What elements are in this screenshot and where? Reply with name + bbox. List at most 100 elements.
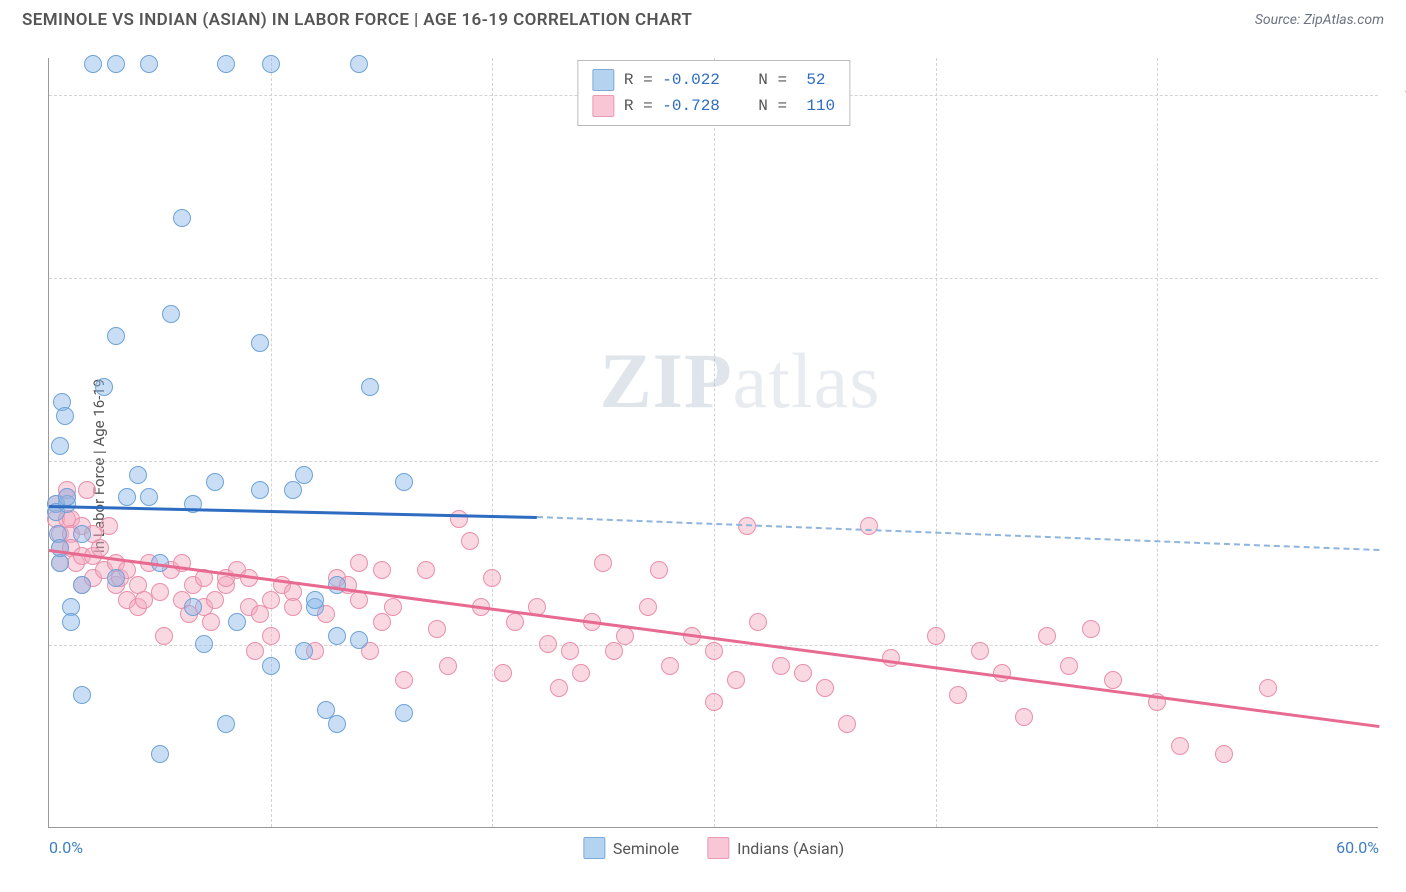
- gridline-v: [492, 58, 493, 827]
- data-point-indians: [949, 686, 967, 704]
- data-point-indians: [450, 510, 468, 528]
- data-point-indians: [373, 561, 391, 579]
- data-point-seminole: [284, 481, 302, 499]
- data-point-indians: [594, 554, 612, 572]
- data-point-indians: [78, 481, 96, 499]
- data-point-seminole: [151, 745, 169, 763]
- data-point-indians: [100, 517, 118, 535]
- y-tick-label: 75.0%: [1386, 269, 1406, 288]
- data-point-seminole: [107, 55, 125, 73]
- data-point-seminole: [328, 715, 346, 733]
- data-point-indians: [202, 613, 220, 631]
- x-tick-label: 60.0%: [1336, 838, 1379, 857]
- data-point-indians: [971, 642, 989, 660]
- legend-row-seminole: R = -0.022 N = 52: [592, 67, 835, 93]
- data-point-indians: [1038, 627, 1056, 645]
- data-point-indians: [705, 642, 723, 660]
- data-point-indians: [506, 613, 524, 631]
- chart-container: In Labor Force | Age 16-19 ZIPatlas R = …: [0, 40, 1406, 892]
- data-point-seminole: [51, 437, 69, 455]
- data-point-indians: [373, 613, 391, 631]
- gridline-v: [271, 58, 272, 827]
- data-point-seminole: [395, 473, 413, 491]
- data-point-indians: [816, 679, 834, 697]
- legend-swatch-seminole: [592, 69, 614, 91]
- data-point-seminole: [361, 378, 379, 396]
- data-point-indians: [993, 664, 1011, 682]
- data-point-seminole: [140, 488, 158, 506]
- data-point-indians: [395, 671, 413, 689]
- data-point-indians: [650, 561, 668, 579]
- data-point-indians: [483, 569, 501, 587]
- y-tick-label: 100.0%: [1386, 85, 1406, 104]
- data-point-indians: [251, 605, 269, 623]
- data-point-indians: [494, 664, 512, 682]
- source-attribution: Source: ZipAtlas.com: [1255, 12, 1384, 28]
- data-point-indians: [539, 635, 557, 653]
- data-point-indians: [1215, 745, 1233, 763]
- data-point-indians: [860, 517, 878, 535]
- data-point-indians: [1259, 679, 1277, 697]
- data-point-indians: [1015, 708, 1033, 726]
- data-point-indians: [284, 598, 302, 616]
- data-point-indians: [572, 664, 590, 682]
- data-point-indians: [772, 657, 790, 675]
- data-point-indians: [794, 664, 812, 682]
- gridline-v: [936, 58, 937, 827]
- data-point-indians: [428, 620, 446, 638]
- data-point-seminole: [251, 481, 269, 499]
- data-point-seminole: [228, 613, 246, 631]
- data-point-indians: [639, 598, 657, 616]
- data-point-indians: [262, 627, 280, 645]
- data-point-indians: [605, 642, 623, 660]
- data-point-seminole: [62, 613, 80, 631]
- series-legend: Seminole Indians (Asian): [583, 837, 844, 859]
- data-point-seminole: [51, 539, 69, 557]
- data-point-seminole: [56, 407, 74, 425]
- data-point-indians: [439, 657, 457, 675]
- y-tick-label: 50.0%: [1386, 452, 1406, 471]
- data-point-seminole: [95, 378, 113, 396]
- data-point-indians: [749, 613, 767, 631]
- data-point-indians: [461, 532, 479, 550]
- data-point-seminole: [184, 598, 202, 616]
- data-point-indians: [616, 627, 634, 645]
- data-point-indians: [384, 598, 402, 616]
- legend-swatch-indians: [592, 95, 614, 117]
- x-tick-label: 0.0%: [49, 838, 83, 857]
- data-point-seminole: [295, 642, 313, 660]
- data-point-indians: [705, 693, 723, 711]
- correlation-legend: R = -0.022 N = 52 R = -0.728 N = 110: [577, 60, 850, 126]
- data-point-seminole: [206, 473, 224, 491]
- data-point-indians: [882, 649, 900, 667]
- data-point-seminole: [173, 209, 191, 227]
- data-point-indians: [1060, 657, 1078, 675]
- data-point-indians: [550, 679, 568, 697]
- data-point-indians: [927, 627, 945, 645]
- data-point-seminole: [84, 55, 102, 73]
- data-point-seminole: [107, 327, 125, 345]
- data-point-indians: [727, 671, 745, 689]
- data-point-indians: [350, 554, 368, 572]
- data-point-indians: [417, 561, 435, 579]
- data-point-seminole: [195, 635, 213, 653]
- data-point-seminole: [107, 569, 125, 587]
- data-point-indians: [561, 642, 579, 660]
- data-point-seminole: [350, 55, 368, 73]
- data-point-seminole: [129, 466, 147, 484]
- data-point-indians: [151, 583, 169, 601]
- legend-item-indians: Indians (Asian): [707, 837, 844, 859]
- legend-item-seminole: Seminole: [583, 837, 679, 859]
- data-point-seminole: [350, 631, 368, 649]
- chart-title: SEMINOLE VS INDIAN (ASIAN) IN LABOR FORC…: [22, 10, 692, 30]
- data-point-seminole: [118, 488, 136, 506]
- data-point-seminole: [251, 334, 269, 352]
- gridline-v: [714, 58, 715, 827]
- data-point-seminole: [306, 591, 324, 609]
- swatch-icon: [707, 837, 729, 859]
- data-point-seminole: [73, 686, 91, 704]
- data-point-indians: [1171, 737, 1189, 755]
- data-point-indians: [838, 715, 856, 733]
- data-point-seminole: [73, 576, 91, 594]
- data-point-seminole: [217, 715, 235, 733]
